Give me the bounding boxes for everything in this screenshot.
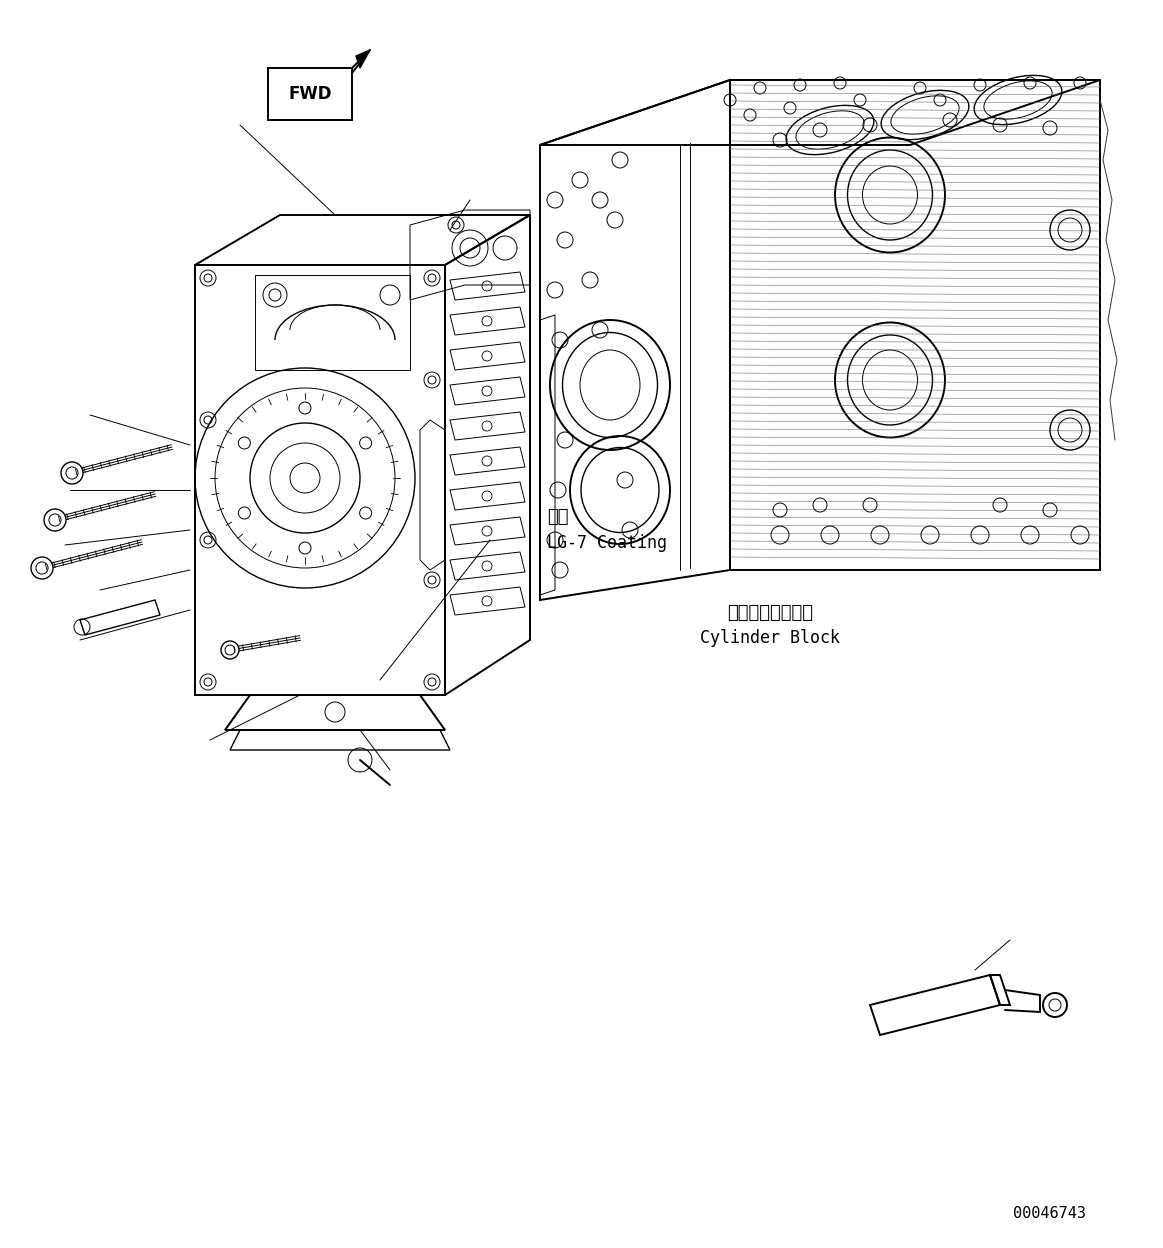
Polygon shape <box>356 50 370 67</box>
Text: 塗布: 塗布 <box>547 508 569 525</box>
Text: LG-7 Coating: LG-7 Coating <box>547 534 668 552</box>
Text: Cylinder Block: Cylinder Block <box>700 629 840 646</box>
Text: FWD: FWD <box>288 85 331 104</box>
Text: シリンダブロック: シリンダブロック <box>727 604 813 622</box>
Text: 00046743: 00046743 <box>1013 1206 1086 1221</box>
